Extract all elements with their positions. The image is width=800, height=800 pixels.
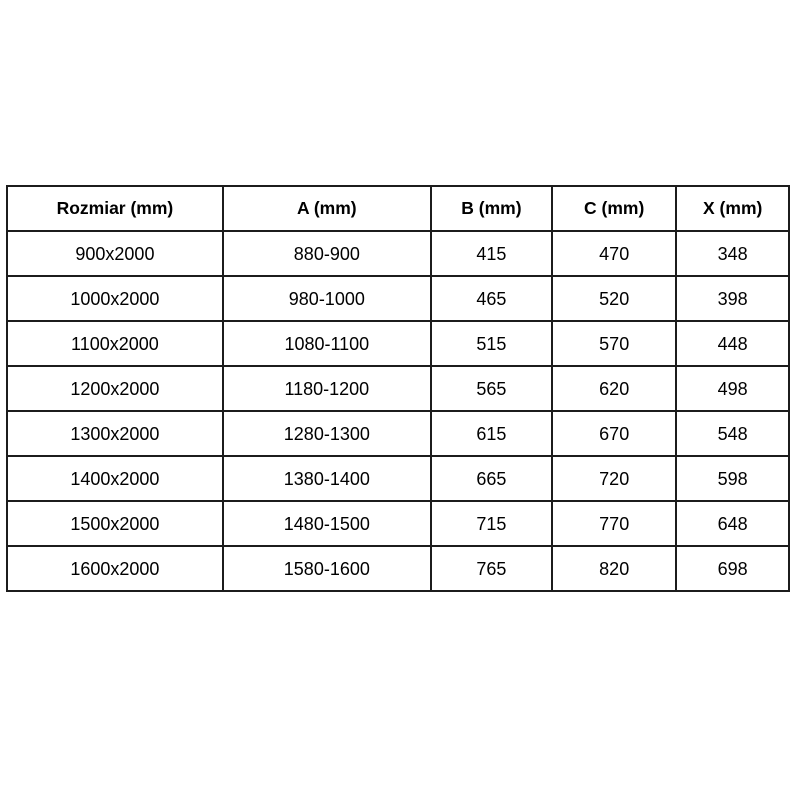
table-cell: 715 (429, 500, 554, 547)
table-cell: 398 (675, 275, 790, 322)
table-cell: 1180-1200 (221, 365, 432, 412)
table-cell: 548 (675, 410, 790, 457)
table-cell: 648 (675, 500, 790, 547)
table-cell: 820 (551, 545, 678, 592)
table-cell: 698 (675, 545, 790, 592)
table-row: 1200x2000 1180-1200 565 620 498 (6, 365, 790, 412)
table-cell: 900x2000 (6, 230, 224, 277)
table-cell: 770 (551, 500, 678, 547)
table-cell: 1080-1100 (221, 320, 432, 367)
table-row: 1300x2000 1280-1300 615 670 548 (6, 410, 790, 457)
table-cell: 415 (429, 230, 554, 277)
table-cell: 1380-1400 (221, 455, 432, 502)
table-row: 1600x2000 1580-1600 765 820 698 (6, 545, 790, 592)
table-cell: 670 (551, 410, 678, 457)
table-header: Rozmiar (mm) A (mm) B (mm) C (mm) X (mm) (6, 185, 790, 232)
table-cell: 1600x2000 (6, 545, 224, 592)
column-header: Rozmiar (mm) (6, 185, 224, 232)
table-cell: 1200x2000 (6, 365, 224, 412)
table-cell: 565 (429, 365, 554, 412)
table-cell: 465 (429, 275, 554, 322)
table-cell: 1480-1500 (221, 500, 432, 547)
size-spec-table: Rozmiar (mm) A (mm) B (mm) C (mm) X (mm) 900… (6, 185, 790, 592)
table-cell: 1400x2000 (6, 455, 224, 502)
column-header: C (mm) (551, 185, 678, 232)
table-cell: 1580-1600 (221, 545, 432, 592)
table-row: 900x2000 880-900 415 470 348 (6, 230, 790, 277)
table-header-row: Rozmiar (mm) A (mm) B (mm) C (mm) X (mm) (6, 185, 790, 232)
table-cell: 348 (675, 230, 790, 277)
column-header: X (mm) (675, 185, 790, 232)
table-cell: 498 (675, 365, 790, 412)
table-cell: 765 (429, 545, 554, 592)
table-row: 1400x2000 1380-1400 665 720 598 (6, 455, 790, 502)
table-cell: 1500x2000 (6, 500, 224, 547)
table-row: 1500x2000 1480-1500 715 770 648 (6, 500, 790, 547)
table-cell: 880-900 (221, 230, 432, 277)
table-cell: 980-1000 (221, 275, 432, 322)
column-header: B (mm) (429, 185, 554, 232)
table-cell: 520 (551, 275, 678, 322)
table-cell: 720 (551, 455, 678, 502)
table-cell: 1100x2000 (6, 320, 224, 367)
table-cell: 470 (551, 230, 678, 277)
table-body: 900x2000 880-900 415 470 348 1000x2000 980-100… (6, 230, 790, 592)
table-cell: 570 (551, 320, 678, 367)
table-cell: 598 (675, 455, 790, 502)
table-cell: 615 (429, 410, 554, 457)
table-cell: 1000x2000 (6, 275, 224, 322)
table-cell: 1280-1300 (221, 410, 432, 457)
table-cell: 665 (429, 455, 554, 502)
table-row: 1000x2000 980-1000 465 520 398 (6, 275, 790, 322)
column-header: A (mm) (221, 185, 432, 232)
table-cell: 448 (675, 320, 790, 367)
table-row: 1100x2000 1080-1100 515 570 448 (6, 320, 790, 367)
table-cell: 515 (429, 320, 554, 367)
table-cell: 1300x2000 (6, 410, 224, 457)
table-cell: 620 (551, 365, 678, 412)
